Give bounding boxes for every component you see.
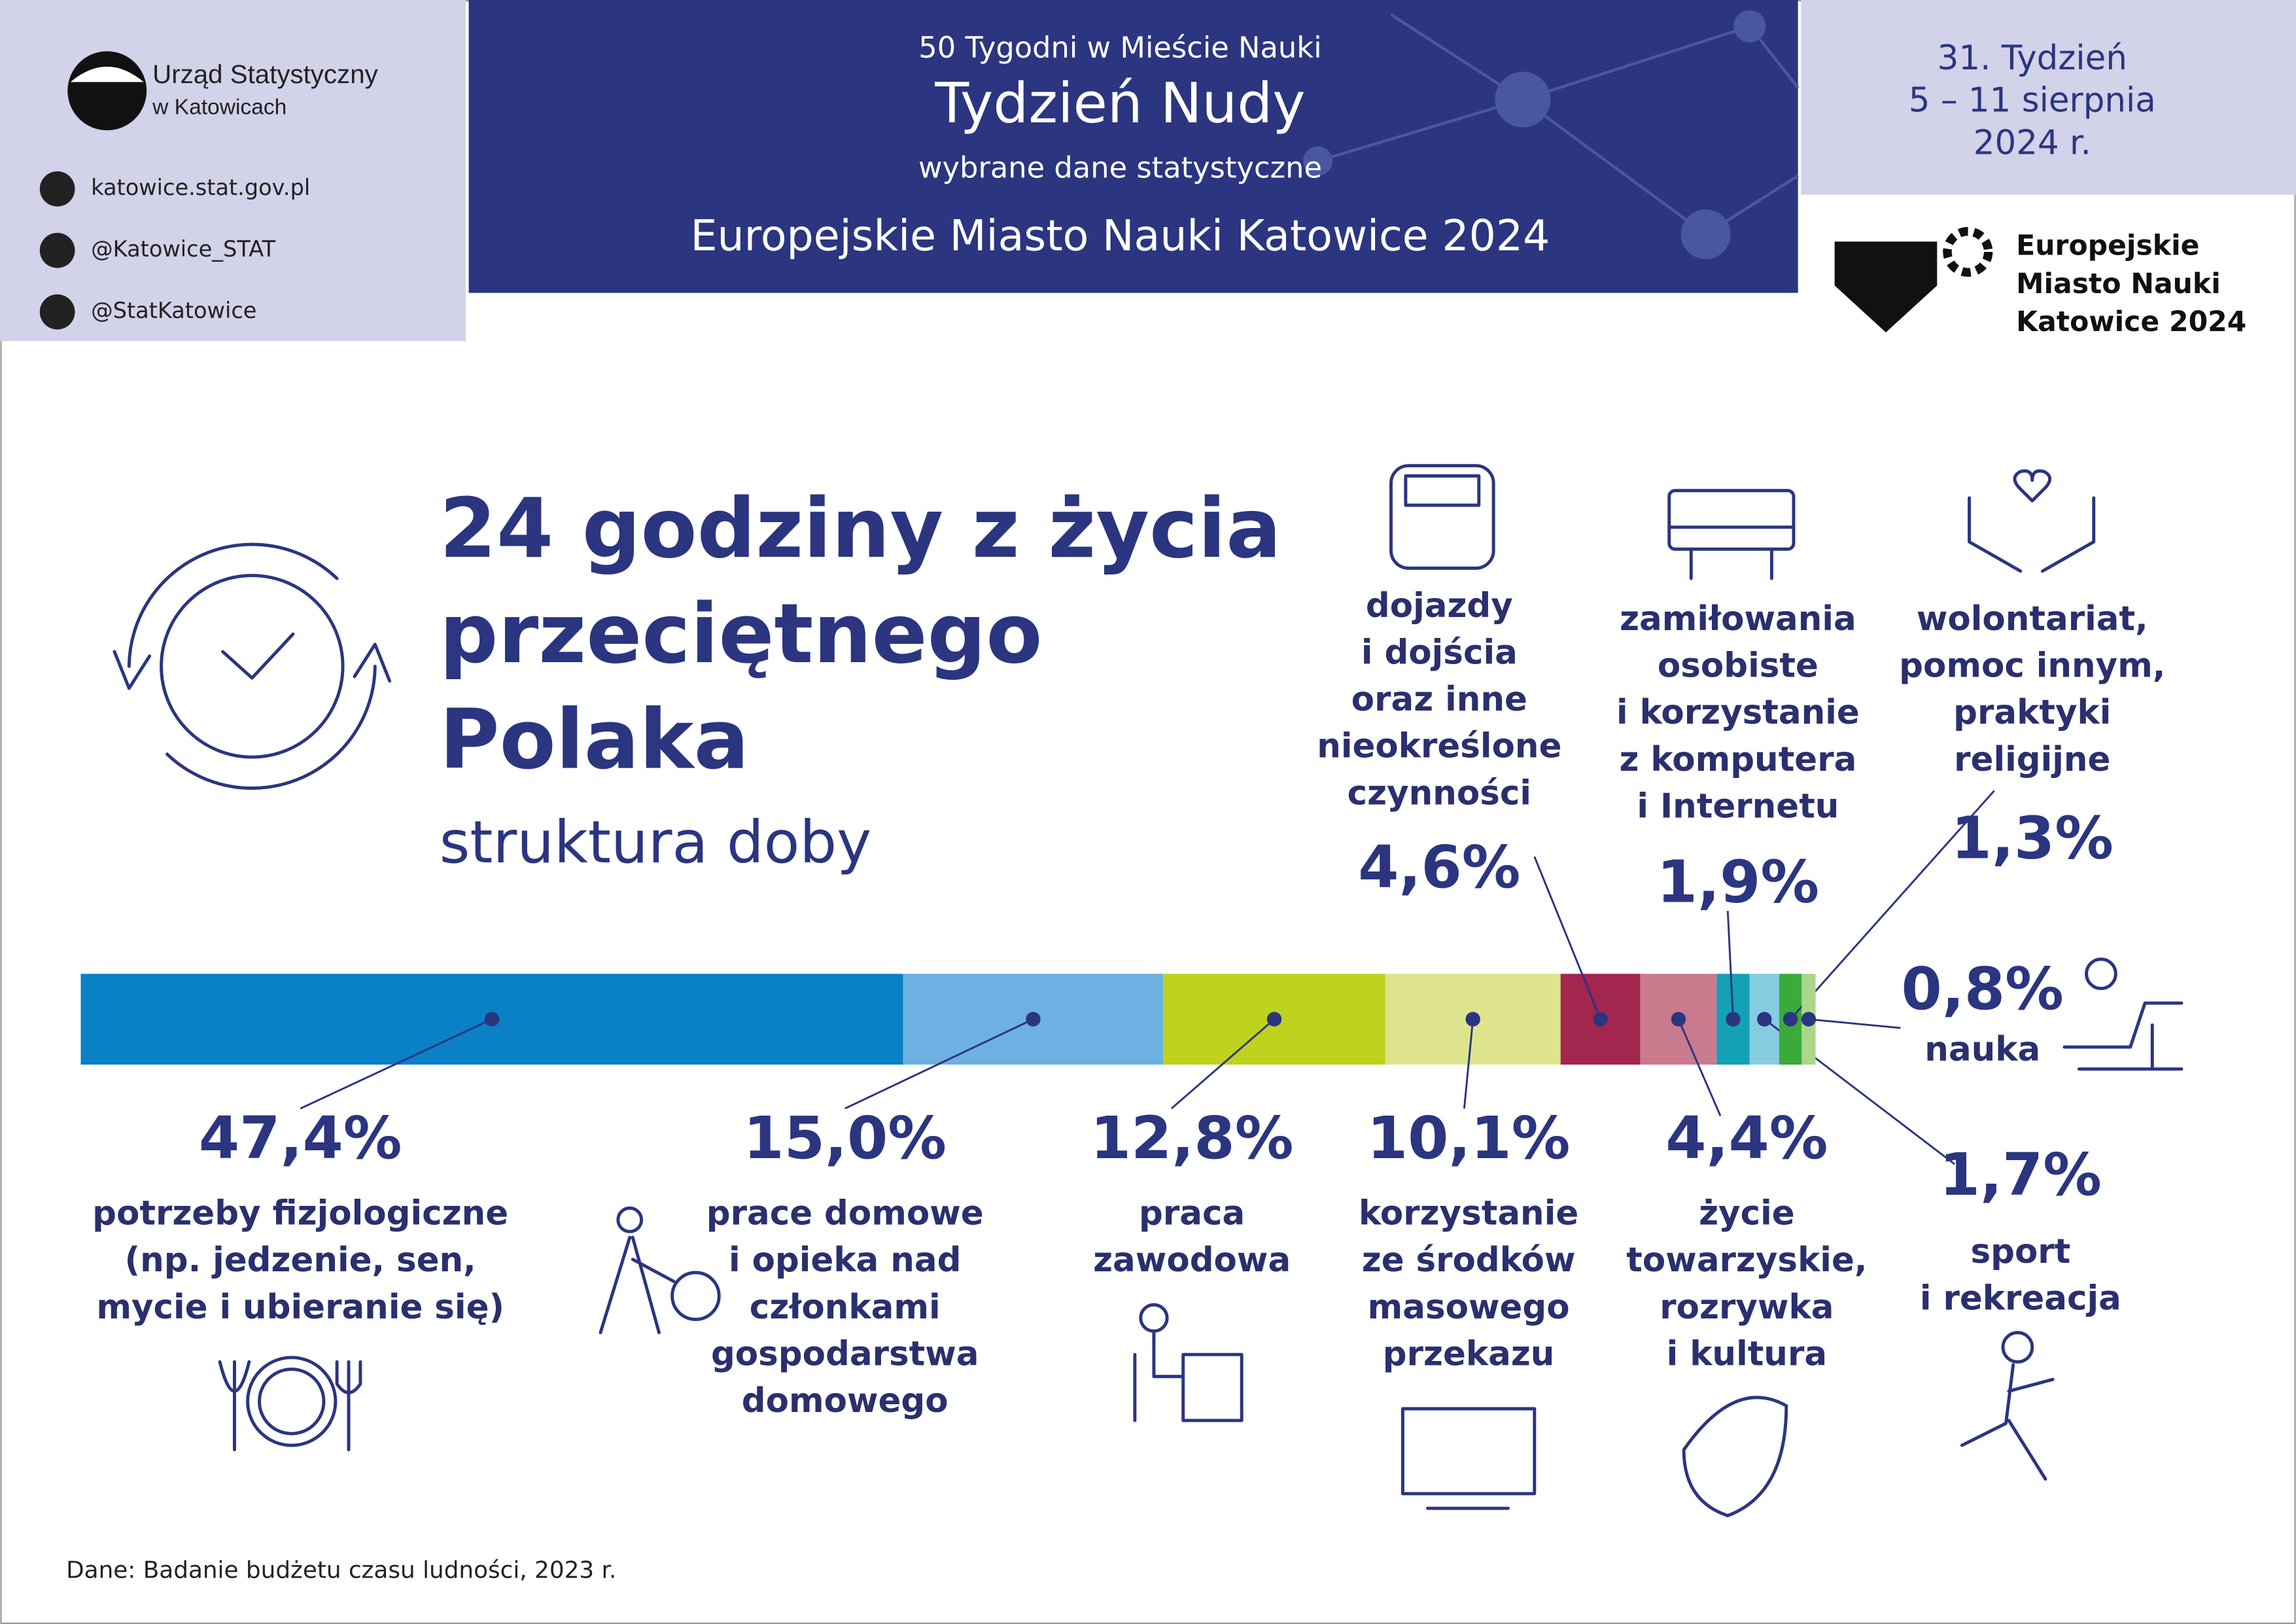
category-label: dojazdy xyxy=(1366,586,1513,626)
leader-line xyxy=(1170,1018,1276,1110)
category-label: korzystanie xyxy=(1359,1194,1578,1233)
category-label: i opieka nad xyxy=(729,1241,961,1280)
category-label: prace domowe xyxy=(706,1194,984,1233)
org-name: Urząd Statystyczny xyxy=(152,60,378,89)
emn-logo-line: Katowice 2024 xyxy=(2016,306,2246,338)
value-label: 1,7% xyxy=(1939,1141,2102,1209)
category-label: z komputera xyxy=(1620,740,1857,779)
value-label: 10,1% xyxy=(1367,1104,1571,1173)
header-week: Tydzień Nudy xyxy=(934,71,1305,136)
link-web[interactable]: katowice.stat.gov.pl xyxy=(91,175,310,200)
category-label: potrzeby fizjologiczne xyxy=(92,1194,508,1233)
leader-line xyxy=(300,1018,493,1110)
chart-title: Polaka xyxy=(440,692,749,787)
category-label: i dojścia xyxy=(1361,633,1518,672)
category-label: rozrywka xyxy=(1660,1288,1834,1327)
emn-logo-line: Miasto Nauki xyxy=(2016,268,2221,300)
value-label: 47,4% xyxy=(199,1104,402,1173)
category-label: przekazu xyxy=(1383,1334,1555,1373)
logo-mark xyxy=(67,51,147,131)
leader-dot xyxy=(1465,1012,1480,1027)
leader-line xyxy=(1677,1019,1722,1116)
value-label: 0,8% xyxy=(1902,955,2064,1023)
category-label: praca xyxy=(1139,1194,1245,1233)
network-decoration xyxy=(1303,10,1800,260)
category-label: zamiłowania xyxy=(1620,599,1856,639)
date-week: 31. Tydzień xyxy=(1938,39,2127,78)
leader-dot xyxy=(1757,1012,1772,1027)
category-label: wolontariat, xyxy=(1917,599,2148,639)
chart-subtitle: struktura doby xyxy=(440,809,871,877)
value-label: 12,8% xyxy=(1090,1104,1294,1173)
leader-dot xyxy=(1593,1012,1608,1027)
leader-dot xyxy=(1726,1012,1741,1027)
category-label: nauka xyxy=(1924,1030,2040,1069)
category-label: religijne xyxy=(1954,740,2110,779)
activity-icons xyxy=(218,464,2183,1517)
header-center-panel xyxy=(468,0,1798,293)
leader-dot xyxy=(484,1012,500,1027)
source-note: Dane: Badanie budżetu czasu ludności, 20… xyxy=(66,1557,616,1583)
emn-logo-line: Europejskie xyxy=(2016,230,2199,262)
clock-icon xyxy=(113,542,392,790)
category-label: domowego xyxy=(742,1381,948,1421)
leader-line xyxy=(1790,790,1995,1020)
value-label: 4,4% xyxy=(1665,1104,1828,1173)
leader-line xyxy=(844,1018,1034,1110)
category-label: mycie i ubieranie się) xyxy=(96,1288,504,1327)
category-label: i korzystanie xyxy=(1616,693,1860,732)
header-event: Europejskie Miasto Nauki Katowice 2024 xyxy=(690,211,1550,260)
emn-logo-heart xyxy=(1834,241,1938,333)
category-label: nieokreślone xyxy=(1317,727,1561,766)
leader-line xyxy=(1726,910,1735,1019)
leader-line xyxy=(1808,1018,1901,1029)
value-label: 1,3% xyxy=(1951,804,2113,872)
leader-dot xyxy=(1026,1012,1041,1027)
header-subtitle: wybrane dane statystyczne xyxy=(918,150,1322,185)
category-label: życie xyxy=(1699,1194,1795,1233)
category-label: ze środków xyxy=(1362,1241,1576,1280)
link-x[interactable]: @Katowice_STAT xyxy=(91,236,275,262)
category-label: pomoc innym, xyxy=(1899,646,2165,686)
chart-title: 24 godziny z życia xyxy=(440,481,1281,576)
header-left-panel xyxy=(0,0,466,342)
leader-dot xyxy=(1671,1012,1686,1027)
chart-title: przeciętnego xyxy=(440,586,1043,682)
category-label: sport xyxy=(1970,1232,2070,1271)
category-label: oraz inne xyxy=(1351,680,1527,719)
category-label: praktyki xyxy=(1953,693,2111,732)
date-range: 5 – 11 sierpnia xyxy=(1909,81,2156,120)
header-series: 50 Tygodni w Mieście Nauki xyxy=(918,30,1321,65)
facebook-icon xyxy=(39,294,75,330)
x-icon xyxy=(39,232,75,268)
leader-dot xyxy=(1783,1012,1798,1027)
category-label: i rekreacja xyxy=(1920,1279,2121,1318)
leader-dot xyxy=(1266,1012,1282,1027)
org-city: w Katowicach xyxy=(152,95,287,119)
leader-line xyxy=(1533,856,1602,1020)
category-label: zawodowa xyxy=(1093,1241,1291,1280)
category-label: i kultura xyxy=(1667,1334,1827,1373)
link-facebook[interactable]: @StatKatowice xyxy=(91,298,256,323)
date-year: 2024 r. xyxy=(1974,124,2091,163)
value-label: 15,0% xyxy=(743,1104,947,1173)
category-label: czynności xyxy=(1348,773,1531,813)
category-label: gospodarstwa xyxy=(711,1334,979,1373)
category-label: osobiste xyxy=(1658,646,1818,686)
category-label: (np. jedzenie, sen, xyxy=(125,1241,476,1280)
value-label: 4,6% xyxy=(1358,834,1520,902)
web-icon xyxy=(39,171,75,207)
leader-line xyxy=(1463,1019,1474,1109)
value-label: 1,9% xyxy=(1657,848,1819,916)
logo-arc xyxy=(70,66,144,82)
category-label: członkami xyxy=(750,1288,941,1327)
leader-dot xyxy=(1801,1012,1817,1027)
category-label: towarzyskie, xyxy=(1626,1241,1867,1280)
category-label: i Internetu xyxy=(1637,786,1839,826)
emn-logo-star xyxy=(1943,226,1993,277)
header-right-panel xyxy=(1801,0,2296,195)
category-label: masowego xyxy=(1368,1288,1570,1327)
